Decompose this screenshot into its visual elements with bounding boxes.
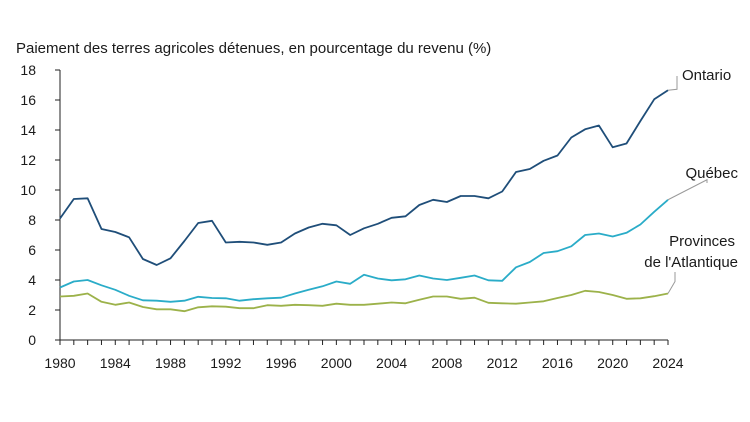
x-tick-label: 1992 (210, 355, 241, 371)
y-tick-label: 0 (28, 332, 36, 348)
chart-title: Paiement des terres agricoles détenues, … (16, 40, 492, 57)
series-label-quebec: Québec (685, 165, 738, 182)
y-tick-label: 4 (28, 272, 36, 288)
y-tick-label: 10 (20, 182, 36, 198)
y-tick-label: 18 (20, 62, 36, 78)
x-tick-label: 1996 (266, 355, 297, 371)
leader-line-atlantique (667, 272, 676, 294)
y-tick-label: 14 (20, 122, 36, 138)
x-tick-label: 1980 (44, 355, 75, 371)
y-tick-label: 6 (28, 242, 36, 258)
series-line-ontario (59, 89, 669, 266)
series-label-ontario: Ontario (682, 67, 731, 84)
y-tick-label: 2 (28, 302, 36, 318)
leader-line-ontario (667, 76, 678, 91)
leader-line-quebec (667, 178, 708, 201)
x-tick-label: 2020 (597, 355, 628, 371)
series-label-atlantique: Provinces (669, 233, 735, 250)
x-tick-label: 2012 (487, 355, 518, 371)
x-tick-label: 1988 (155, 355, 186, 371)
x-tick-label: 2008 (431, 355, 462, 371)
series-label-atlantique: de l'Atlantique (644, 254, 738, 271)
x-tick-label: 2016 (542, 355, 573, 371)
series-line-atlantique (59, 289, 669, 313)
x-tick-label: 2004 (376, 355, 407, 371)
x-tick-label: 2000 (321, 355, 352, 371)
y-tick-label: 16 (20, 92, 36, 108)
y-tick-label: 12 (20, 152, 36, 168)
x-tick-label: 2024 (652, 355, 683, 371)
x-tick-label: 1984 (100, 355, 131, 371)
series-line-quebec (59, 199, 669, 303)
y-tick-label: 8 (28, 212, 36, 228)
